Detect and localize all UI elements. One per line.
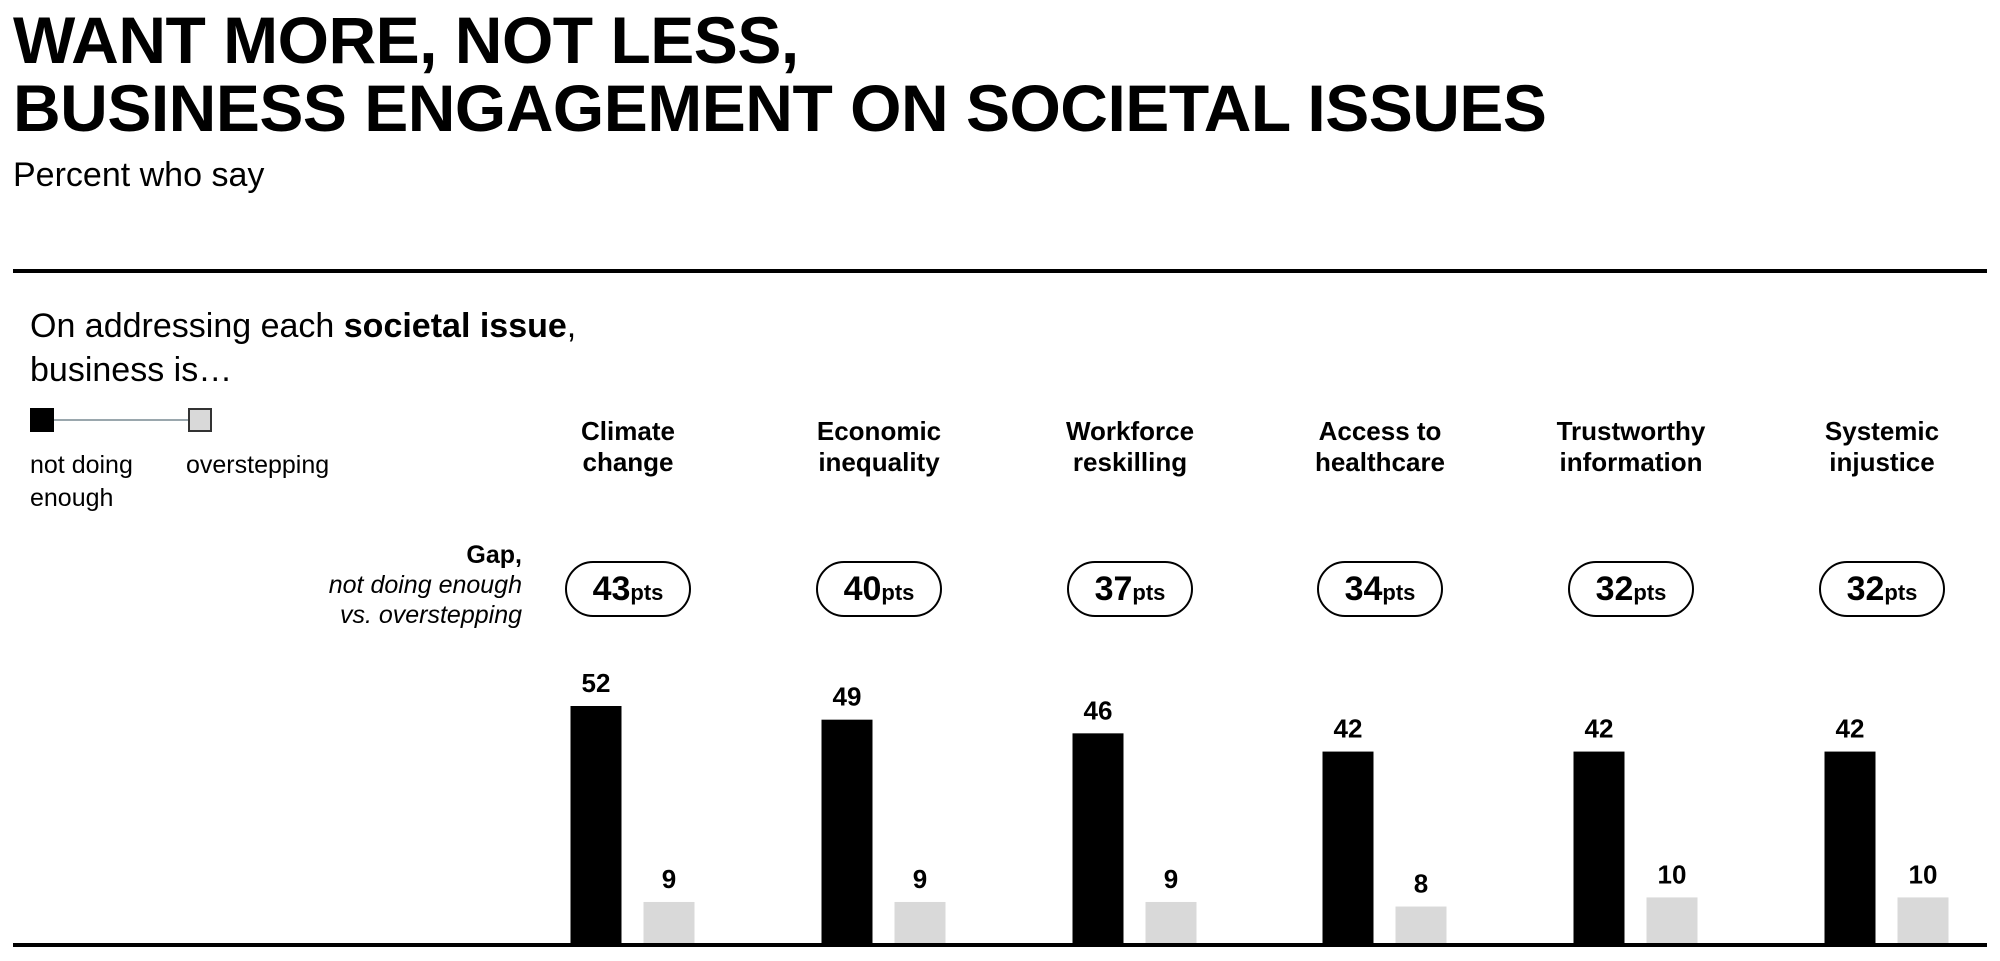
- gap-row-label: Gap, not doing enough vs. overstepping: [329, 540, 522, 630]
- category-label: Workforce reskilling: [1020, 416, 1240, 478]
- category-label-line: Access to: [1318, 416, 1442, 446]
- gap-pill: 32 pts: [1568, 561, 1694, 617]
- gap-label-sub-2: vs. overstepping: [339, 601, 522, 629]
- gap-value: 40: [843, 569, 882, 608]
- legend-connector: [54, 419, 192, 421]
- bar-overstepping: [1145, 901, 1197, 943]
- gap-value: 32: [1595, 569, 1634, 608]
- title-line-2: BUSINESS ENGAGEMENT ON SOCIETAL ISSUES: [13, 71, 1547, 145]
- intro-text: On addressing each societal issue, busin…: [30, 304, 576, 392]
- bar-overstepping: [643, 901, 695, 943]
- bar-not-doing-enough: [570, 706, 622, 943]
- legend-label-not-doing-line-2: enough: [30, 484, 114, 512]
- chart-subtitle: Percent who say: [13, 156, 265, 194]
- gap-value: 43: [592, 569, 631, 608]
- baseline: [13, 943, 1987, 947]
- gap-value: 37: [1094, 569, 1133, 608]
- value-label-not-doing-enough: 49: [833, 682, 862, 712]
- gap-label-sub-1: not doing enough: [328, 571, 522, 599]
- value-label-overstepping: 9: [662, 864, 676, 894]
- gap-unit: pts: [630, 580, 664, 605]
- bar-not-doing-enough: [1824, 751, 1876, 943]
- title-line-1: WANT MORE, NOT LESS,: [13, 3, 799, 77]
- value-label-not-doing-enough: 42: [1585, 714, 1614, 744]
- bar-overstepping: [894, 901, 946, 943]
- legend-label-overstepping: overstepping: [186, 451, 330, 479]
- category-label-line: Workforce: [1065, 416, 1195, 446]
- gap-pill: 43 pts: [565, 561, 691, 617]
- intro-suffix: ,: [566, 307, 577, 345]
- value-label-not-doing-enough: 52: [582, 668, 611, 698]
- intro-bold: societal issue: [343, 307, 567, 345]
- value-label-overstepping: 10: [1909, 859, 1938, 889]
- intro-prefix: On addressing each: [30, 307, 344, 345]
- category-label-line: reskilling: [1072, 447, 1188, 477]
- bar-overstepping: [1646, 897, 1698, 943]
- intro-line-2: business is…: [30, 351, 233, 389]
- category-label-line: Trustworthy: [1556, 416, 1706, 446]
- legend-swatch-not-doing-enough: [30, 408, 54, 432]
- legend-swatch-overstepping: [188, 408, 212, 432]
- category-label-line: injustice: [1829, 447, 1935, 477]
- category-label: Economic inequality: [769, 416, 989, 478]
- value-label-overstepping: 8: [1414, 869, 1428, 899]
- bar-not-doing-enough: [1072, 733, 1124, 943]
- gap-unit: pts: [1382, 580, 1416, 605]
- gap-value: 34: [1344, 569, 1383, 608]
- value-label-overstepping: 9: [1164, 864, 1178, 894]
- category-label: Access to healthcare: [1270, 416, 1490, 478]
- category-label-line: change: [582, 447, 674, 477]
- gap-pill: 37 pts: [1067, 561, 1193, 617]
- bar-not-doing-enough: [1322, 751, 1374, 943]
- legend-label-not-doing-enough: not doing enough: [30, 449, 133, 515]
- bar-overstepping: [1395, 906, 1447, 943]
- legend-label-not-doing-line-1: not doing: [30, 451, 133, 479]
- category-label: Trustworthy information: [1521, 416, 1741, 478]
- category-label-line: healthcare: [1314, 447, 1446, 477]
- category-label-line: Climate: [581, 416, 675, 446]
- bar-not-doing-enough: [821, 719, 873, 943]
- category-label: Climate change: [518, 416, 738, 478]
- value-label-not-doing-enough: 42: [1836, 714, 1865, 744]
- gap-pill: 40 pts: [816, 561, 942, 617]
- category-label-line: information: [1559, 447, 1703, 477]
- gap-unit: pts: [1884, 580, 1918, 605]
- category-label-line: Economic: [816, 416, 942, 446]
- category-label-line: inequality: [818, 447, 940, 477]
- value-label-not-doing-enough: 42: [1334, 714, 1363, 744]
- gap-label-main: Gap,: [466, 541, 522, 569]
- gap-value: 32: [1846, 569, 1885, 608]
- gap-pill: 32 pts: [1819, 561, 1945, 617]
- category-label: Systemic injustice: [1772, 416, 1992, 478]
- value-label-overstepping: 9: [913, 864, 927, 894]
- chart-title: WANT MORE, NOT LESS, BUSINESS ENGAGEMENT…: [13, 3, 1547, 145]
- value-label-not-doing-enough: 46: [1084, 695, 1113, 725]
- value-label-overstepping: 10: [1658, 859, 1687, 889]
- bar-overstepping: [1897, 897, 1949, 943]
- gap-unit: pts: [1633, 580, 1667, 605]
- top-divider: [13, 269, 1987, 273]
- gap-pill: 34 pts: [1317, 561, 1443, 617]
- category-label-line: Systemic: [1824, 416, 1940, 446]
- gap-unit: pts: [881, 580, 915, 605]
- bar-not-doing-enough: [1573, 751, 1625, 943]
- gap-unit: pts: [1132, 580, 1166, 605]
